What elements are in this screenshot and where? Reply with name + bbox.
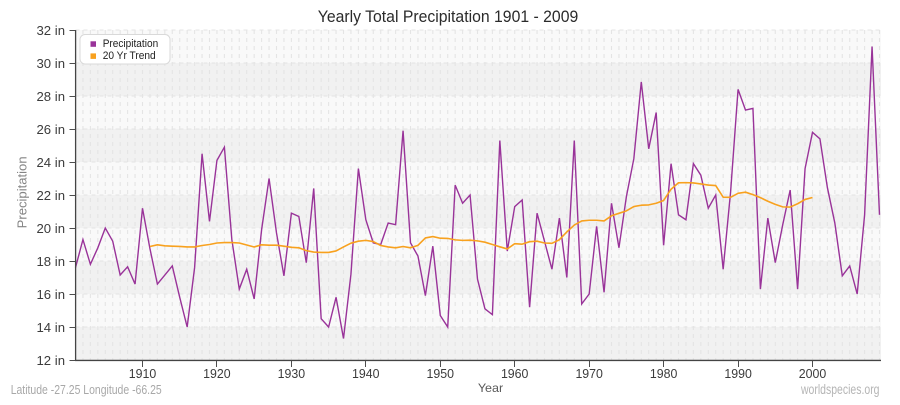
svg-text:26 in: 26 in	[37, 123, 66, 137]
svg-text:30 in: 30 in	[37, 57, 66, 71]
svg-text:1970: 1970	[575, 367, 603, 381]
svg-text:14 in: 14 in	[37, 321, 66, 335]
svg-text:28 in: 28 in	[37, 90, 66, 104]
svg-text:1910: 1910	[129, 367, 157, 381]
svg-text:2000: 2000	[799, 367, 827, 381]
svg-text:20 in: 20 in	[37, 222, 66, 236]
svg-text:Latitude -27.25 Longitude -66.: Latitude -27.25 Longitude -66.25	[11, 382, 162, 397]
svg-text:1920: 1920	[203, 367, 231, 381]
svg-text:16 in: 16 in	[37, 288, 66, 302]
svg-text:18 in: 18 in	[37, 255, 66, 269]
svg-text:1990: 1990	[724, 367, 752, 381]
svg-text:1960: 1960	[501, 367, 529, 381]
svg-text:1950: 1950	[427, 367, 455, 381]
svg-text:1980: 1980	[650, 367, 678, 381]
svg-text:1940: 1940	[352, 367, 380, 381]
svg-text:Precipitation: Precipitation	[14, 156, 29, 228]
svg-text:Precipitation: Precipitation	[103, 38, 159, 50]
svg-text:Yearly Total Precipitation 190: Yearly Total Precipitation 1901 - 2009	[318, 8, 579, 26]
svg-text:20 Yr Trend: 20 Yr Trend	[103, 50, 156, 62]
svg-text:12 in: 12 in	[37, 354, 66, 368]
svg-text:Year: Year	[478, 381, 503, 395]
svg-text:32 in: 32 in	[37, 24, 66, 38]
svg-text:22 in: 22 in	[37, 189, 66, 203]
svg-text:1930: 1930	[278, 367, 306, 381]
svg-text:24 in: 24 in	[37, 156, 66, 170]
svg-text:worldspecies.org: worldspecies.org	[800, 381, 879, 397]
